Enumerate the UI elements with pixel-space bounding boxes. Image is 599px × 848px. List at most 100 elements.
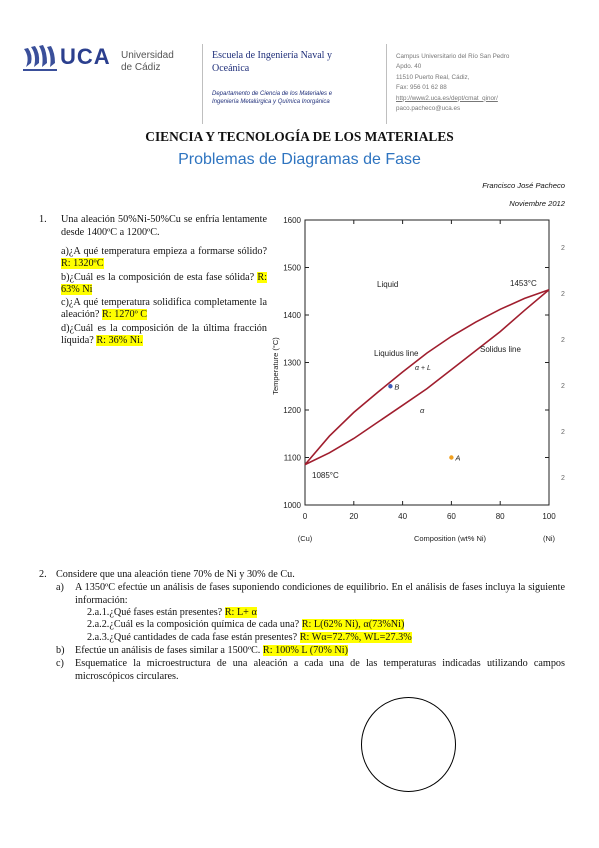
axis-ticks bbox=[304, 219, 550, 506]
annotation-1453: 1453°C bbox=[510, 279, 537, 288]
q1-number: 1. bbox=[39, 214, 47, 225]
region-label-alpha-l: α + L bbox=[415, 365, 431, 372]
q1-item-text: c)¿A qué temperatura solidifica completa… bbox=[61, 297, 267, 321]
q1-item-d: d)¿Cuál es la composición de la última f… bbox=[61, 323, 267, 348]
q2-number: 2. bbox=[39, 569, 47, 580]
right-edge-mark: 2 bbox=[561, 337, 565, 344]
contact-website-link[interactable]: http://www2.uca.es/dept/cmat_qinor/ bbox=[396, 94, 498, 102]
x-end-label-cu: (Cu) bbox=[298, 534, 313, 543]
school-line-1: Escuela de Ingeniería Naval y bbox=[212, 50, 332, 61]
contact-line: 11510 Puerto Real, Cádiz, bbox=[396, 73, 470, 81]
q1-answer: R: 1270º C bbox=[102, 309, 148, 321]
q1-item-text: b)¿Cuál es la composición de esta fase s… bbox=[61, 271, 255, 283]
phase-diagram: 0 20 40 60 80 100 1000 1100 1200 1300 1400 1500 1600… bbox=[271, 216, 565, 543]
university-line-1: Universidad bbox=[121, 50, 174, 61]
contact-line: Fax: 956 01 62 88 bbox=[396, 84, 447, 92]
liquidus-curve bbox=[304, 289, 550, 466]
y-tick-label: 1600 bbox=[283, 216, 301, 225]
q2-sub-answer: R: L+ α bbox=[224, 607, 257, 618]
region-label-liquid: Liquid bbox=[377, 280, 398, 289]
q2-sub-text: 2.a.1.¿Qué fases están presentes? bbox=[87, 607, 223, 618]
x-end-label-ni: (Ni) bbox=[543, 534, 556, 543]
q1-item-b: b)¿Cuál es la composición de esta fase s… bbox=[61, 271, 267, 297]
q2-sub-2: 2.a.2.¿Cuál es la composición química de… bbox=[87, 619, 557, 631]
chart-labels: 0 20 40 60 80 100 1000 1100 1200 1300 1400 1500 1600… bbox=[283, 216, 565, 521]
y-axis-label: Temperature (°C) bbox=[271, 337, 280, 395]
header-divider-1 bbox=[202, 44, 203, 124]
q2-sub-1: 2.a.1.¿Qué fases están presentes? R: L+ … bbox=[87, 607, 557, 619]
q2-sub-answer: R: Wα=72.7%, WL=27.3% bbox=[299, 631, 412, 643]
right-edge-mark: 2 bbox=[561, 475, 565, 482]
q2-b-line: Efectúe un análisis de fases similar a 1… bbox=[75, 645, 565, 657]
author: Francisco José Pacheco bbox=[482, 181, 565, 190]
solidus-curve bbox=[304, 289, 550, 466]
x-tick-label: 100 bbox=[542, 512, 556, 521]
y-tick-label: 1300 bbox=[283, 359, 301, 368]
q1-text: Una aleación 50%Ni-50%Cu se enfría lenta… bbox=[61, 214, 267, 238]
q2-sub-text: 2.a.2.¿Cuál es la composición química de… bbox=[87, 619, 300, 631]
y-tick-label: 1500 bbox=[283, 264, 301, 273]
dept-line-1: Departamento de Ciencia de los Materiale… bbox=[212, 91, 333, 97]
annotation-1085: 1085°C bbox=[312, 471, 339, 480]
liquidus-line-label: Liquidus line bbox=[374, 349, 419, 358]
contact-block: Campus Universitario del Río San Pedro A… bbox=[396, 52, 586, 114]
school-name: Escuela de Ingeniería Naval y Oceánica bbox=[212, 49, 377, 75]
region-label-alpha: α bbox=[420, 406, 425, 415]
y-tick-label: 1100 bbox=[284, 454, 302, 463]
x-tick-label: 0 bbox=[303, 512, 308, 521]
q2-a-text: A 1350ºC efectúe un análisis de fases su… bbox=[75, 582, 565, 606]
q2-sub-text: 2.a.3.¿Qué cantidades de cada fase están… bbox=[87, 631, 298, 643]
phase-curves bbox=[304, 289, 550, 466]
header-divider-2 bbox=[386, 44, 387, 124]
q2-sub-list: 2.a.1.¿Qué fases están presentes? R: L+ … bbox=[87, 607, 557, 644]
uca-logo: UCA bbox=[22, 43, 172, 73]
solidus-line-label: Solidus line bbox=[480, 345, 521, 354]
contact-line: Campus Universitario del Río San Pedro bbox=[396, 53, 510, 60]
point-a bbox=[449, 455, 454, 460]
y-tick-label: 1000 bbox=[283, 501, 301, 510]
dept-line-2: Ingeniería Metalúrgica y Química Inorgán… bbox=[212, 99, 330, 105]
school-line-2: Oceánica bbox=[212, 63, 250, 74]
university-name: Universidad de Cádiz bbox=[121, 50, 174, 74]
q1-item-text: a)¿A qué temperatura empieza a formarse … bbox=[61, 246, 267, 257]
x-tick-label: 20 bbox=[349, 512, 358, 521]
logo-text: UCA bbox=[60, 44, 111, 69]
point-b bbox=[388, 384, 393, 389]
point-label-a: A bbox=[454, 454, 460, 463]
right-edge-mark: 2 bbox=[561, 383, 565, 390]
q1-answer: R: 36% Ni. bbox=[96, 335, 143, 347]
x-tick-label: 60 bbox=[447, 512, 456, 521]
microscopic-field-circle bbox=[361, 697, 456, 792]
contact-line: Apdo. 40 bbox=[396, 63, 422, 71]
q2-b-text: Efectúe un análisis de fases similar a 1… bbox=[75, 645, 261, 656]
right-edge-mark: 2 bbox=[561, 245, 565, 252]
q1-item-a: a)¿A qué temperatura empieza a formarse … bbox=[61, 246, 267, 271]
department-name: Departamento de Ciencia de los Materiale… bbox=[212, 90, 382, 106]
q2-sub-3: 2.a.3.¿Qué cantidades de cada fase están… bbox=[87, 631, 557, 644]
q2-c-text: Esquematice la microestructura de una al… bbox=[75, 658, 565, 682]
uca-emblem-icon bbox=[23, 45, 57, 71]
q2-c-label: c) bbox=[56, 658, 64, 669]
x-tick-label: 80 bbox=[496, 512, 505, 521]
right-edge-mark: 2 bbox=[561, 291, 565, 298]
right-edge-mark: 2 bbox=[561, 429, 565, 436]
y-tick-label: 1200 bbox=[283, 406, 301, 415]
university-line-2: de Cádiz bbox=[121, 62, 161, 73]
page-title: CIENCIA Y TECNOLOGÍA DE LOS MATERIALES bbox=[145, 129, 454, 144]
x-axis-label: Composition (wt% Ni) bbox=[414, 534, 487, 543]
x-tick-label: 40 bbox=[398, 512, 407, 521]
q1-item-text: d)¿Cuál es la composición de la última f… bbox=[61, 322, 267, 347]
q1-items: a)¿A qué temperatura empieza a formarse … bbox=[61, 246, 267, 347]
date: Noviembre 2012 bbox=[509, 199, 565, 208]
plot-frame bbox=[304, 219, 550, 506]
q2-sub-answer: R: L(62% Ni), α(73%Ni) bbox=[301, 619, 405, 631]
q1-answer: R: 1320ºC bbox=[61, 258, 104, 270]
contact-email-link[interactable]: paco.pacheco@uca.es bbox=[396, 105, 461, 113]
q1-item-c: c)¿A qué temperatura solidifica completa… bbox=[61, 297, 267, 322]
q2-text: Considere que una aleación tiene 70% de … bbox=[56, 569, 295, 580]
point-label-b: B bbox=[394, 382, 399, 391]
page-subtitle: Problemas de Diagramas de Fase bbox=[178, 151, 421, 168]
q2-b-answer: R: 100% L (70% Ni) bbox=[262, 645, 348, 656]
y-tick-label: 1400 bbox=[283, 311, 301, 320]
q2-b-label: b) bbox=[56, 645, 65, 656]
